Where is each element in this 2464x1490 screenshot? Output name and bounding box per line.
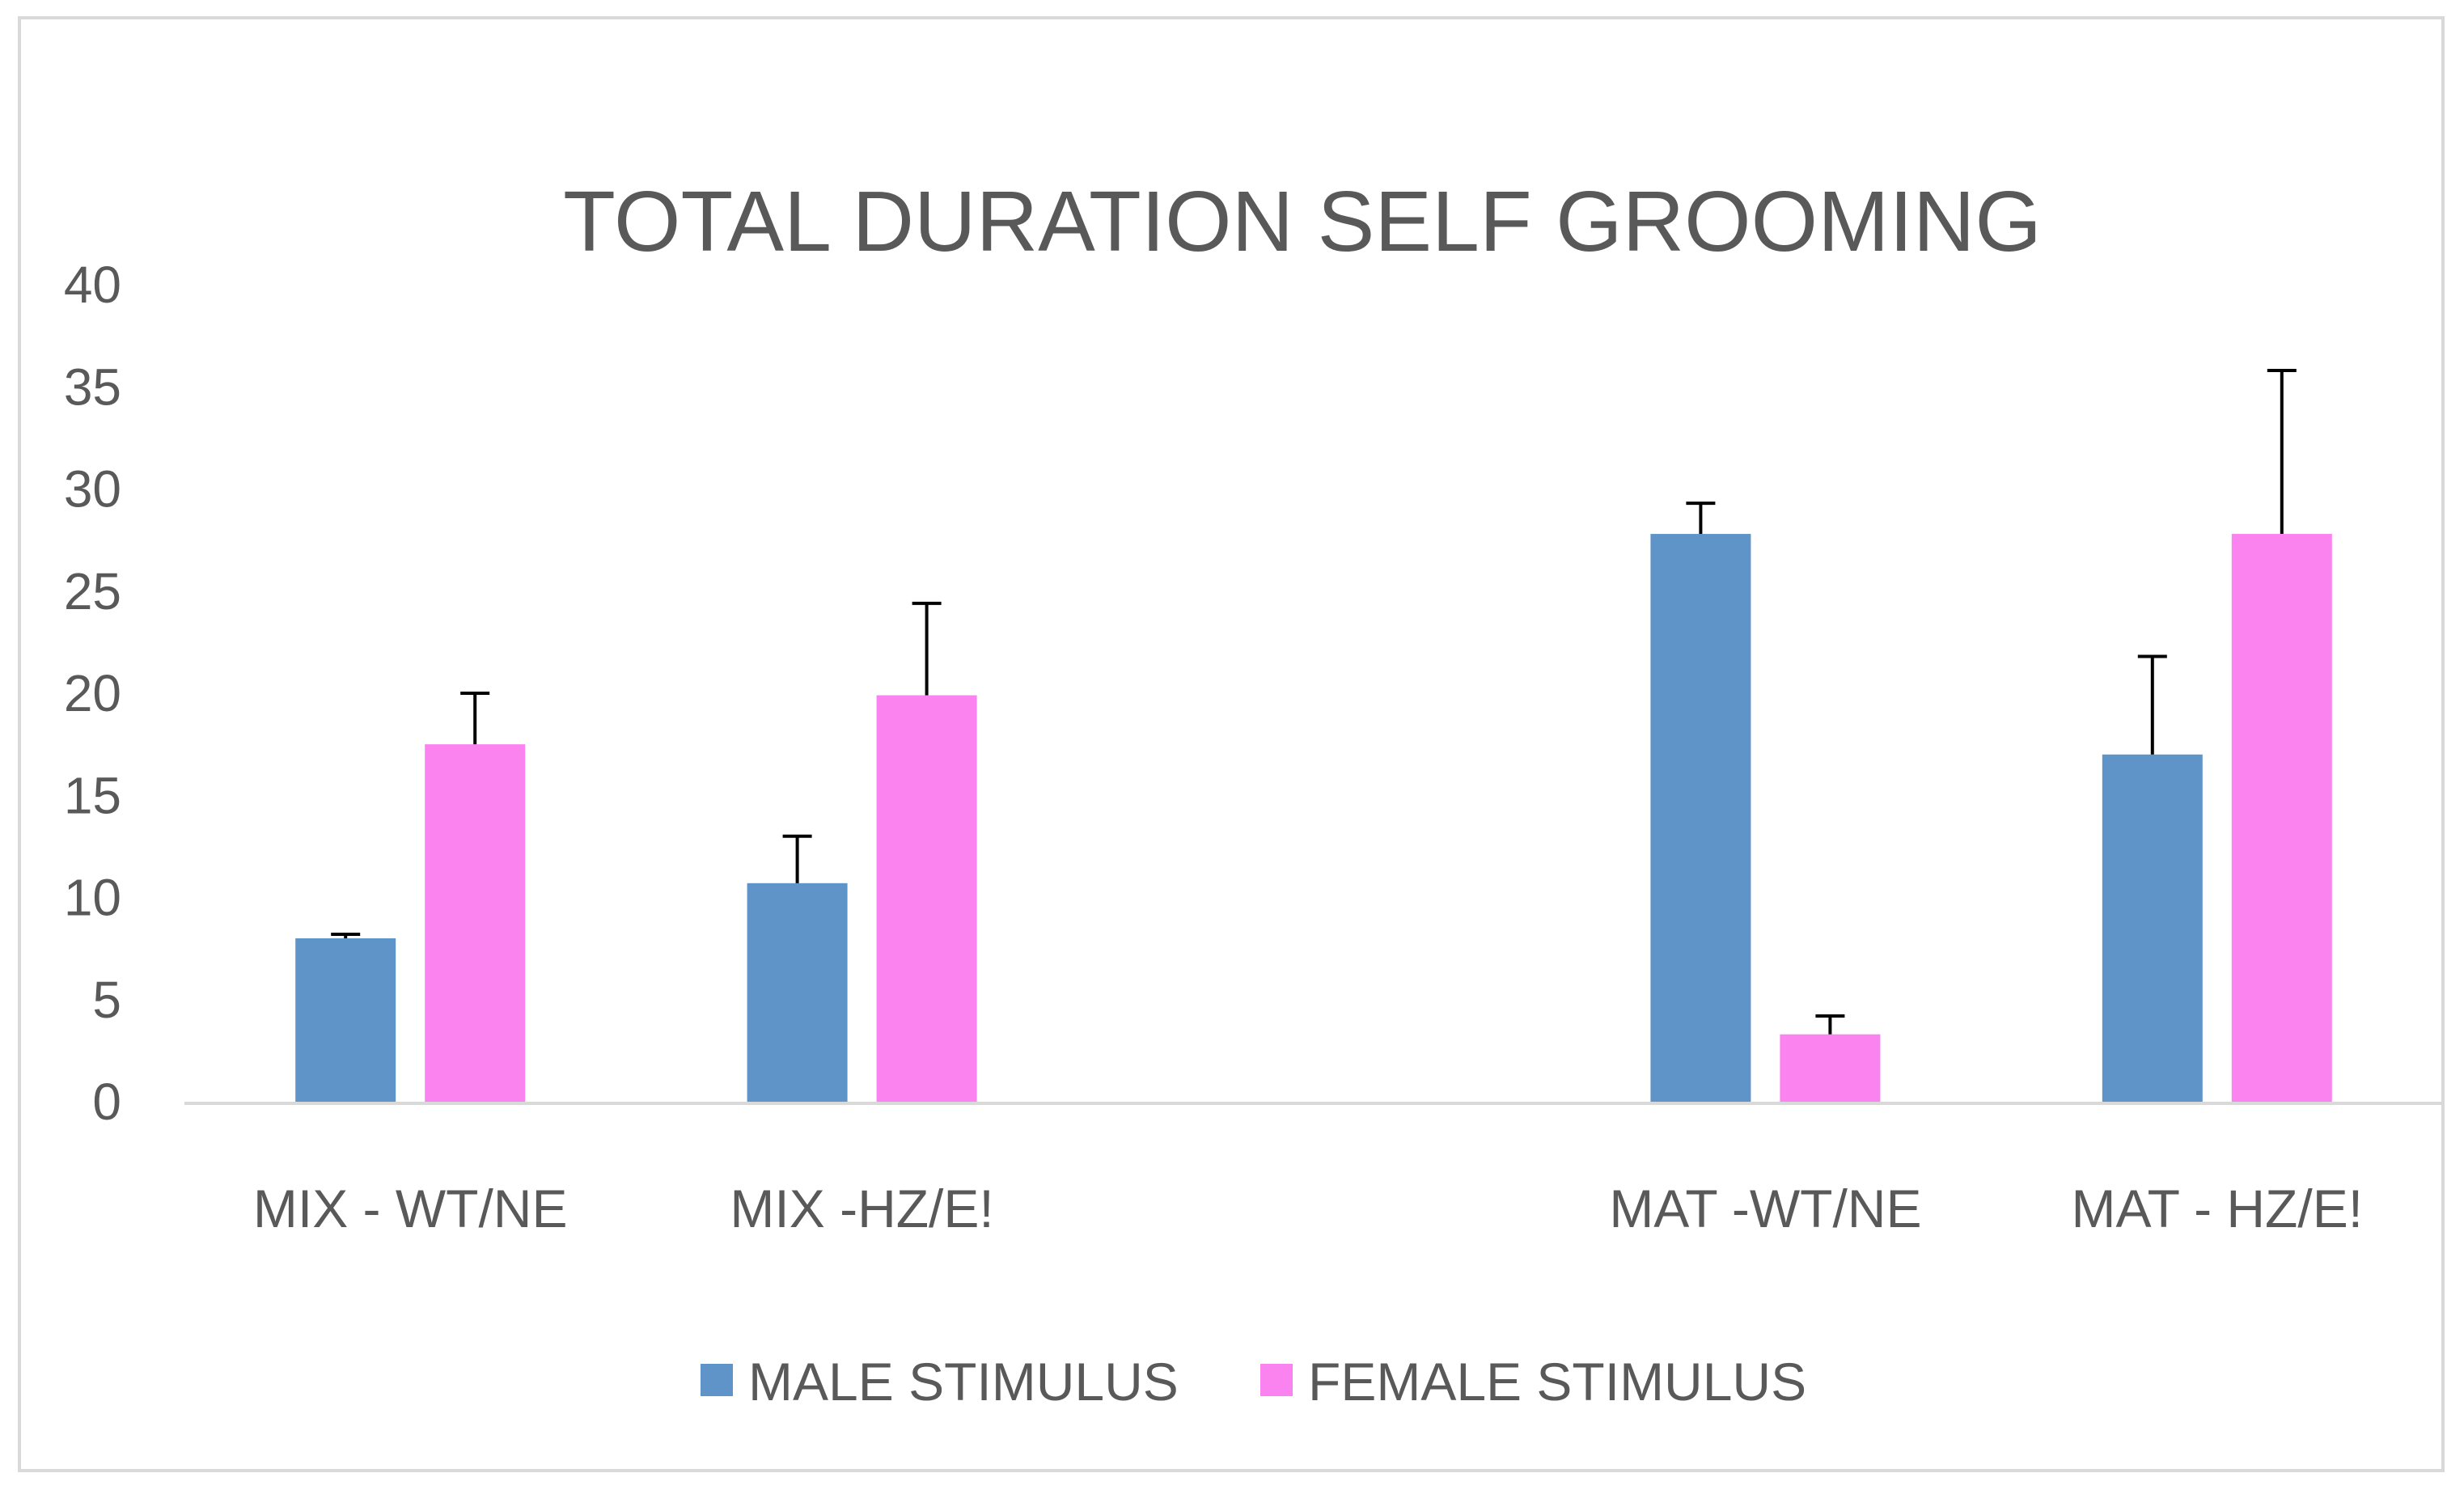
y-tick-label: 20 — [64, 664, 121, 722]
y-tick-label: 30 — [64, 460, 121, 519]
chart-title: TOTAL DURATION SELF GROOMING — [563, 174, 2042, 269]
male-stimulus-bar — [295, 938, 396, 1102]
x-axis-labels: MIX - WT/NE MIX -HZ/E! MAT -WT/NE MAT - HZ/… — [253, 1179, 2363, 1238]
female-stimulus-bar — [876, 695, 977, 1102]
y-tick-label: 25 — [64, 562, 121, 620]
female-stimulus-bar — [425, 744, 526, 1102]
female-stimulus-bar — [1780, 1034, 1881, 1102]
x-axis-category-label: MAT - HZ/E! — [2072, 1179, 2364, 1238]
female-stimulus-legend-swatch — [1260, 1364, 1293, 1396]
male-stimulus-bar — [2102, 754, 2203, 1102]
chart-frame — [18, 16, 2445, 1472]
y-tick-label: 15 — [64, 766, 121, 824]
male-stimulus-bar — [1650, 534, 1751, 1102]
legend: MALE STIMULUS FEMALE STIMULUS — [701, 1352, 1806, 1412]
male-stimulus-bar — [747, 883, 848, 1102]
error-bars — [331, 369, 2297, 1035]
y-tick-label: 10 — [64, 869, 121, 927]
female-stimulus-bar — [2231, 534, 2332, 1102]
x-axis-category-label: MIX - WT/NE — [253, 1179, 568, 1238]
y-tick-label: 0 — [92, 1073, 121, 1131]
female-stimulus-legend-label: FEMALE STIMULUS — [1308, 1352, 1806, 1412]
y-axis-ticks: 0 5 10 15 20 25 30 35 40 — [64, 256, 121, 1131]
y-tick-label: 5 — [92, 971, 121, 1029]
y-tick-label: 35 — [64, 358, 121, 416]
y-tick-label: 40 — [64, 256, 121, 314]
bars — [295, 534, 2332, 1102]
male-stimulus-legend-swatch — [701, 1364, 733, 1396]
male-stimulus-legend-label: MALE STIMULUS — [748, 1352, 1179, 1412]
x-axis-category-label: MAT -WT/NE — [1609, 1179, 1921, 1238]
x-axis-category-label: MIX -HZ/E! — [730, 1179, 993, 1238]
